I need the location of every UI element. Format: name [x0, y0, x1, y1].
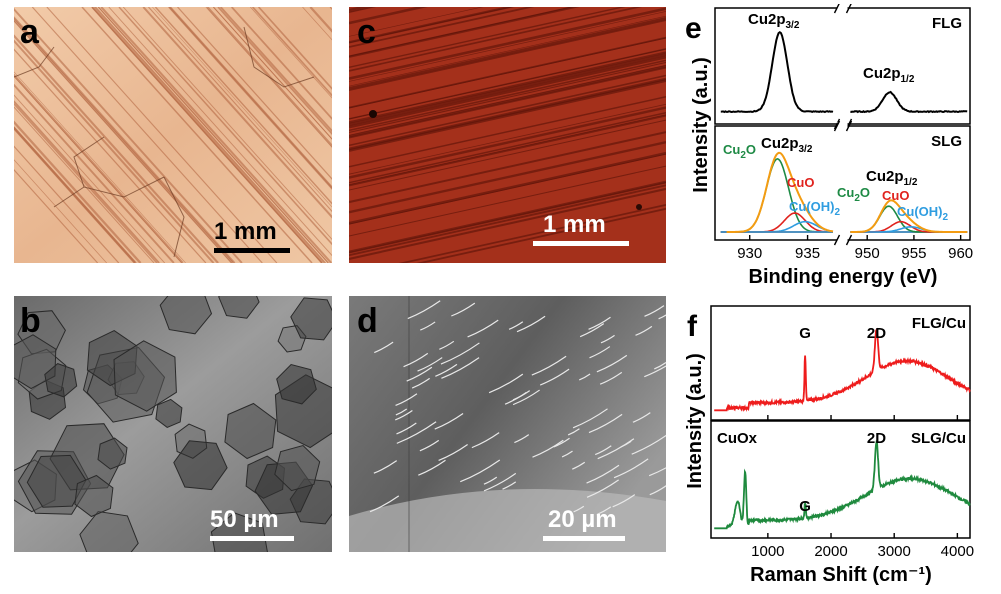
xps-x-tick-0: 930 — [737, 245, 762, 262]
xps-component-label-0: Cu2O — [723, 142, 756, 161]
xps-component-label-1: CuO — [787, 175, 814, 190]
panel-a-image — [14, 7, 332, 263]
panel-label-f: f — [687, 310, 698, 343]
panel-d-micrograph: d 20 µm — [349, 296, 666, 552]
panel-label-c: c — [357, 13, 376, 51]
xps-series-SLG-0-0 — [720, 158, 833, 233]
xps-ylabel: Intensity (a.u.) — [690, 57, 712, 193]
panel-a-micrograph: a 1 mm — [14, 7, 332, 263]
raman-subplot-name-1: SLG/Cu — [911, 430, 966, 447]
scale-bar-label-c: 1 mm — [543, 211, 606, 238]
xps-series-FLG-0-0 — [720, 30, 834, 114]
raman-flg-frame — [710, 305, 971, 421]
raman-series-0 — [714, 327, 971, 412]
scale-bar-label-a: 1 mm — [214, 218, 277, 245]
scale-bar-b — [210, 536, 294, 541]
panel-c-micrograph: c 1 mm — [349, 7, 666, 263]
xps-component-label-4: CuO — [882, 188, 909, 203]
raman-annotation-1-1: G — [799, 498, 811, 515]
xps-component-label-5: Cu(OH)2 — [897, 204, 949, 223]
raman-annotation-1-0: CuOx — [717, 430, 758, 447]
raman-ylabel: Intensity (a.u.) — [684, 353, 706, 489]
xps-series-FLG-0-1 — [850, 90, 968, 114]
raman-x-tick-2: 3000 — [878, 543, 911, 560]
xps-annotation-0-1: Cu2p1/2 — [863, 65, 915, 85]
raman-x-tick-1: 2000 — [814, 543, 847, 560]
panel-c-image — [349, 7, 666, 263]
raman-annotation-0-1: 2D — [867, 325, 886, 342]
xps-x-tick-4: 960 — [948, 245, 973, 262]
xps-component-label-3: Cu2O — [837, 185, 870, 204]
xps-x-tick-3: 955 — [901, 245, 926, 262]
panel-label-a: a — [20, 13, 39, 51]
xps-subplot-name-0: FLG — [932, 15, 962, 32]
panel-label-b: b — [20, 302, 41, 340]
panel-d-image — [349, 296, 666, 552]
xps-annotation-1-1: Cu2p1/2 — [866, 168, 918, 188]
raman-xlabel: Raman Shift (cm⁻¹) — [750, 564, 932, 586]
xps-x-tick-1: 935 — [795, 245, 820, 262]
scale-bar-c — [533, 241, 629, 246]
xps-envelope-1 — [850, 199, 968, 233]
raman-annotation-0-0: G — [799, 325, 811, 342]
xps-annotation-0-0: Cu2p3/2 — [748, 11, 800, 31]
xps-chart: e FLGCu2p3/2Cu2p1/2SLGCu2OCuOCu(OH)2Cu2O… — [685, 4, 973, 288]
raman-slg-frame — [710, 420, 971, 539]
raman-series-1 — [714, 440, 971, 530]
raman-x-tick-0: 1000 — [751, 543, 784, 560]
panel-b-image — [14, 296, 332, 552]
xps-envelope-0 — [726, 151, 834, 233]
panel-b-micrograph: b 50 µm — [14, 296, 332, 552]
panel-label-e: e — [685, 12, 702, 45]
raman-subplot-name-0: FLG/Cu — [912, 315, 966, 332]
scale-bar-label-b: 50 µm — [210, 506, 279, 533]
xps-subplot-name-1: SLG — [931, 133, 962, 150]
xps-annotation-1-0: Cu2p3/2 — [761, 135, 813, 155]
xps-xlabel: Binding energy (eV) — [749, 266, 938, 288]
scale-bar-d — [543, 536, 625, 541]
raman-annotation-1-2: 2D — [867, 430, 886, 447]
scale-bar-label-d: 20 µm — [548, 506, 617, 533]
xps-component-label-2: Cu(OH)2 — [789, 199, 841, 218]
raman-chart: f FLG/Cu G 2D SLG/Cu CuOx G 2D 1000 2000 3000 4000… — [684, 305, 974, 586]
scale-bar-a — [214, 248, 290, 253]
raman-x-tick-3: 4000 — [941, 543, 974, 560]
xps-x-tick-2: 950 — [855, 245, 880, 262]
panel-label-d: d — [357, 302, 378, 340]
